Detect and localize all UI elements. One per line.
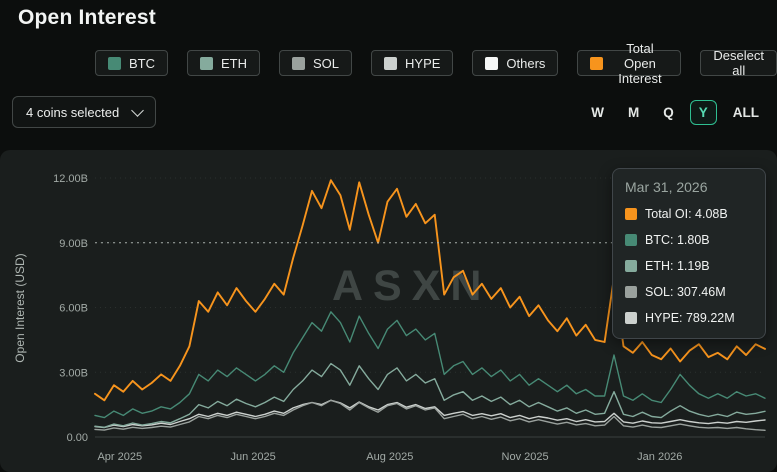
- range-row: W M Q Y ALL: [583, 100, 767, 125]
- coins-dropdown-label: 4 coins selected: [26, 104, 120, 120]
- x-tick-label: Aug 2025: [366, 451, 413, 463]
- legend-label: BTC: [129, 55, 155, 71]
- tooltip-row: SOL: 307.46M: [625, 285, 753, 299]
- series-line-sol: [94, 399, 766, 431]
- range-button-q[interactable]: Q: [655, 100, 682, 125]
- legend-label: Total Open Interest: [618, 40, 662, 86]
- legend-label: Others: [506, 55, 546, 71]
- x-tick-label: Jan 2026: [637, 451, 682, 463]
- legend-button-eth[interactable]: ETH: [187, 50, 260, 76]
- tooltip-swatch: [625, 312, 637, 324]
- legend-label: HYPE: [405, 55, 441, 71]
- tooltip-label: Total OI: 4.08B: [645, 207, 728, 221]
- tooltip-swatch: [625, 208, 637, 220]
- page-title: Open Interest: [18, 6, 156, 29]
- x-tick-label: Apr 2025: [97, 451, 142, 463]
- legend-button-total-open-interest[interactable]: Total Open Interest: [577, 41, 682, 86]
- legend-swatch: [590, 56, 604, 70]
- chevron-down-icon: [131, 103, 145, 117]
- tooltip-label: SOL: 307.46M: [645, 285, 726, 299]
- tooltip-swatch: [625, 260, 637, 272]
- legend-swatch: [200, 56, 213, 70]
- tooltip-row: ETH: 1.19B: [625, 259, 753, 273]
- y-tick-label: 12.00B: [53, 173, 88, 185]
- y-tick-label: 9.00B: [59, 238, 88, 250]
- legend-button-btc[interactable]: BTC: [95, 50, 168, 76]
- watermark: ASXN: [332, 262, 492, 310]
- y-axis-label: Open Interest (USD): [13, 253, 27, 362]
- y-tick-label: 3.00B: [59, 367, 88, 379]
- legend-swatch: [292, 56, 305, 70]
- legend-button-others[interactable]: Others: [472, 50, 559, 76]
- tooltip-label: HYPE: 789.22M: [645, 311, 735, 325]
- tooltip-row: BTC: 1.80B: [625, 233, 753, 247]
- tooltip-rows: Total OI: 4.08B BTC: 1.80B ETH: 1.19B SOL: …: [625, 207, 753, 325]
- series-line-eth: [94, 362, 766, 428]
- legend-swatch: [108, 56, 121, 70]
- legend-label: Deselect all: [713, 48, 764, 78]
- tooltip-swatch: [625, 234, 637, 246]
- tooltip-label: ETH: 1.19B: [645, 259, 710, 273]
- y-tick-label: 6.00B: [59, 303, 88, 315]
- series-line-btc: [94, 311, 766, 419]
- coins-dropdown[interactable]: 4 coins selected: [12, 96, 157, 128]
- chart-svg[interactable]: Open Interest (USD) 12.00B 9.00B 6.00B 3.00…: [0, 150, 777, 472]
- range-button-m[interactable]: M: [620, 100, 647, 125]
- series-line-total-oi: [94, 179, 766, 402]
- range-button-y[interactable]: Y: [689, 100, 717, 125]
- tooltip-title: Mar 31, 2026: [625, 179, 708, 195]
- legend-swatch: [485, 56, 499, 70]
- tooltip: Mar 31, 2026 Total OI: 4.08B BTC: 1.80B ET…: [612, 168, 766, 339]
- legend-button-sol[interactable]: SOL: [279, 50, 353, 76]
- legend-swatch: [384, 56, 398, 70]
- tooltip-row: Total OI: 4.08B: [625, 207, 753, 221]
- deselect-all-button[interactable]: Deselect all: [700, 48, 777, 78]
- tooltip-row: HYPE: 789.22M: [625, 311, 753, 325]
- legend-label: SOL: [313, 55, 340, 71]
- legend-button-hype[interactable]: HYPE: [371, 50, 454, 76]
- y-tick-label: 0.00: [67, 432, 88, 444]
- x-tick-label: Jun 2025: [230, 451, 275, 463]
- range-button-w[interactable]: W: [583, 100, 612, 125]
- series-line-hype: [94, 399, 766, 429]
- range-button-all[interactable]: ALL: [725, 100, 767, 125]
- legend-label: ETH: [221, 55, 247, 71]
- x-tick-label: Nov 2025: [502, 451, 549, 463]
- tooltip-swatch: [625, 286, 637, 298]
- legend-row: BTC ETH SOL HYPE Others Total Open Interest De…: [95, 41, 777, 86]
- tooltip-label: BTC: 1.80B: [645, 233, 710, 247]
